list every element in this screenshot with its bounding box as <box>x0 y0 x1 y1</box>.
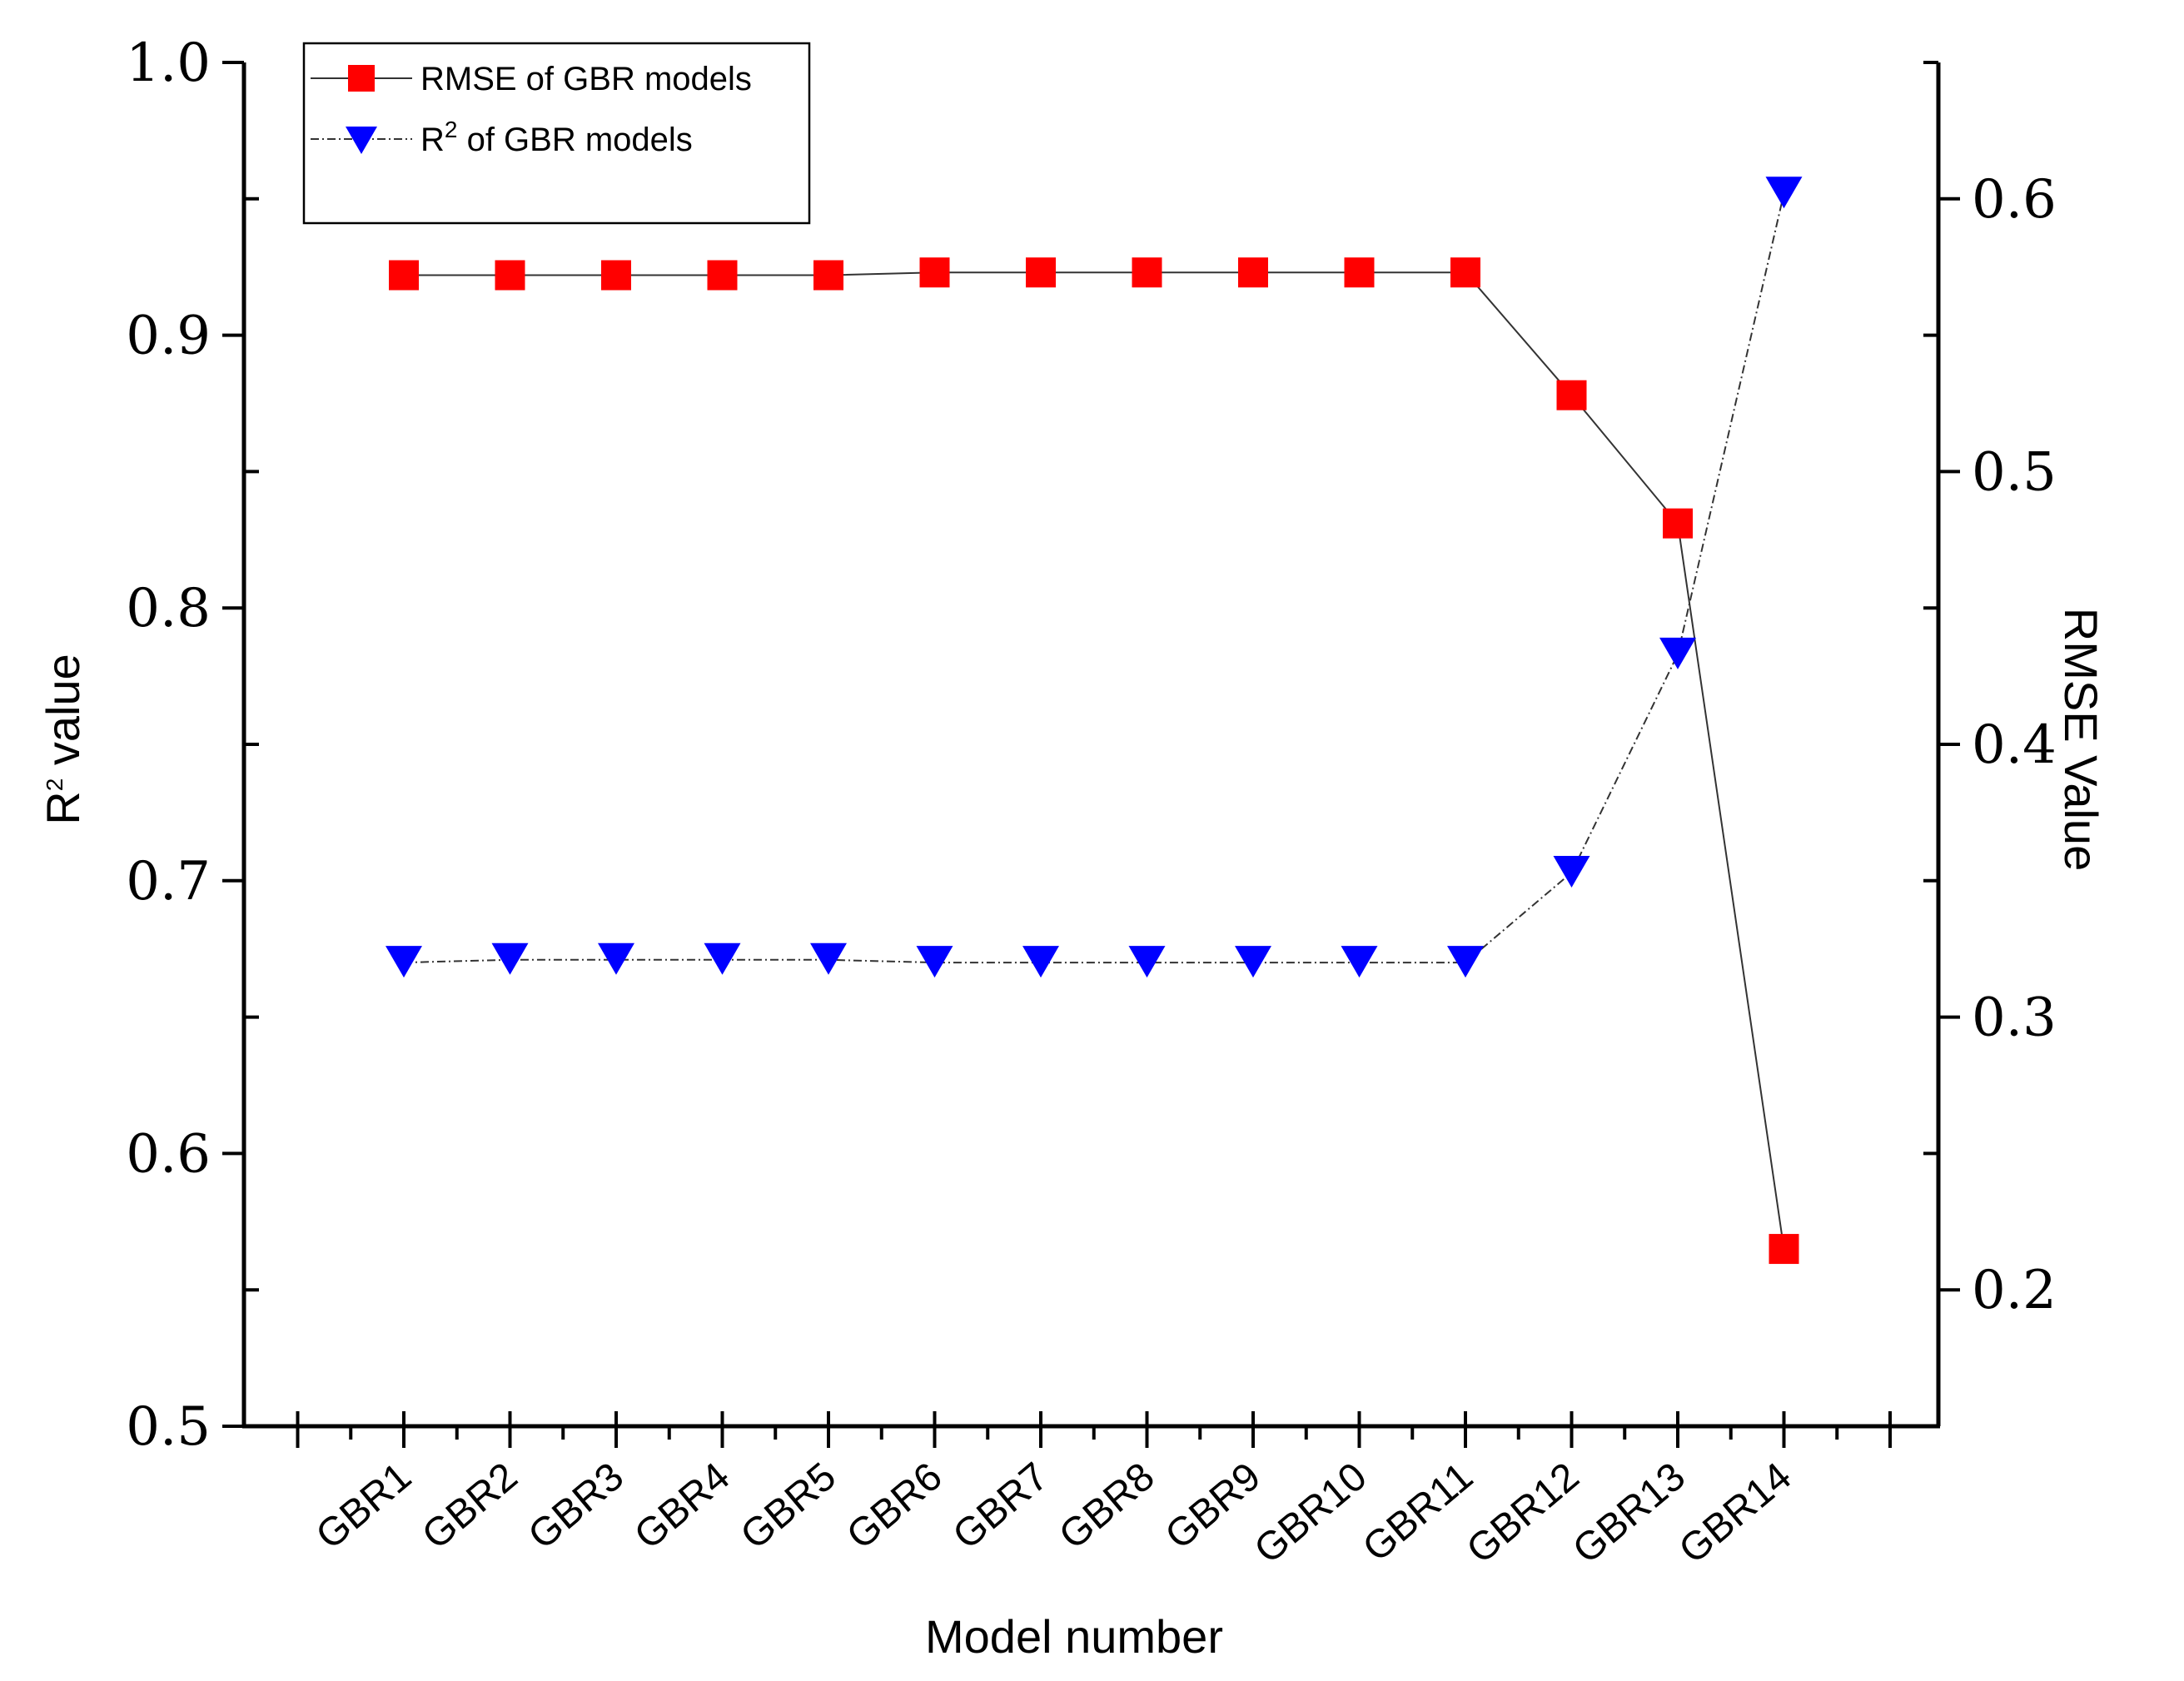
y-left-tick-label: 0.5 <box>126 1396 211 1458</box>
y-right-tick-label: 0.6 <box>1972 169 2057 231</box>
legend-rmse-marker <box>348 65 375 92</box>
legend-r2-marker <box>346 127 377 154</box>
x-category-label: GBR12 <box>1459 1455 1588 1573</box>
x-category-label: GBR7 <box>945 1455 1057 1559</box>
r2-point <box>1022 946 1059 978</box>
legend-entry-rmse: RMSE of GBR models <box>311 61 752 97</box>
y-left-tick-label: 1.0 <box>126 32 211 94</box>
r2-point <box>1659 637 1696 669</box>
rmse-point <box>1344 257 1375 288</box>
x-category-label: GBR10 <box>1246 1455 1376 1573</box>
series-line <box>404 271 1785 1250</box>
y-right-tick-label: 0.3 <box>1972 987 2057 1049</box>
rmse-point <box>707 260 738 291</box>
x-category-label: GBR4 <box>626 1455 738 1559</box>
legend-entry-r2: R2 of GBR models <box>311 117 693 158</box>
y-right-tick-label: 0.5 <box>1972 441 2057 503</box>
rmse-point <box>1132 257 1162 288</box>
rmse-point <box>495 260 525 291</box>
rmse-point <box>1663 508 1693 539</box>
x-category-label: GBR1 <box>308 1455 420 1559</box>
legend-rmse-label: RMSE of GBR models <box>420 61 752 97</box>
y-axis-left-title: R2 value <box>37 654 89 824</box>
r2-point <box>704 942 741 975</box>
y-right-tick-label: 0.2 <box>1972 1260 2057 1321</box>
series-line <box>403 193 1785 964</box>
rmse-point <box>389 260 419 291</box>
r2-point <box>1553 855 1590 888</box>
rmse-point <box>1450 257 1480 288</box>
y-left-tick-label: 0.9 <box>126 306 211 367</box>
legend: RMSE of GBR models R2 of GBR models <box>302 42 811 225</box>
r2-point <box>1447 946 1484 978</box>
x-axis-title: Model number <box>925 1610 1223 1663</box>
r2-point <box>916 946 953 978</box>
legend-r2-label: R2 of GBR models <box>420 117 693 158</box>
r2-point <box>1341 946 1378 978</box>
r2-point <box>810 942 847 975</box>
series-rmse <box>389 257 1799 1265</box>
y-right-tick-label: 0.4 <box>1972 714 2057 776</box>
y-left-tick-label: 0.6 <box>126 1123 211 1185</box>
x-category-label: GBR6 <box>838 1455 950 1559</box>
y-axis-right-title: RMSE Value <box>2055 608 2107 871</box>
r2-point <box>598 942 634 975</box>
r2-point <box>1235 946 1271 978</box>
y-left-tick-label: 0.8 <box>126 578 211 639</box>
r2-point <box>1128 946 1166 978</box>
x-category-label: GBR8 <box>1051 1455 1162 1559</box>
x-category-label: GBR13 <box>1565 1455 1694 1573</box>
rmse-point <box>1238 257 1268 288</box>
r2-point <box>386 946 422 978</box>
legend-box <box>302 42 811 225</box>
rmse-point <box>1769 1234 1799 1265</box>
x-category-label: GBR11 <box>1355 1455 1481 1570</box>
x-category-label: GBR14 <box>1671 1455 1800 1573</box>
x-category-label: GBR2 <box>414 1455 525 1559</box>
rmse-point <box>601 260 631 291</box>
rmse-point <box>1026 257 1056 288</box>
series-r2 <box>386 177 1803 978</box>
r2-point <box>491 942 529 975</box>
series-layer <box>386 177 1803 1265</box>
x-category-label: GBR5 <box>733 1455 844 1559</box>
x-category-label: GBR3 <box>520 1455 632 1559</box>
r2-point <box>1765 177 1803 209</box>
rmse-point <box>1556 380 1587 410</box>
y-left-tick-label: 0.7 <box>126 851 211 913</box>
rmse-point <box>813 260 843 291</box>
rmse-point <box>919 257 950 288</box>
